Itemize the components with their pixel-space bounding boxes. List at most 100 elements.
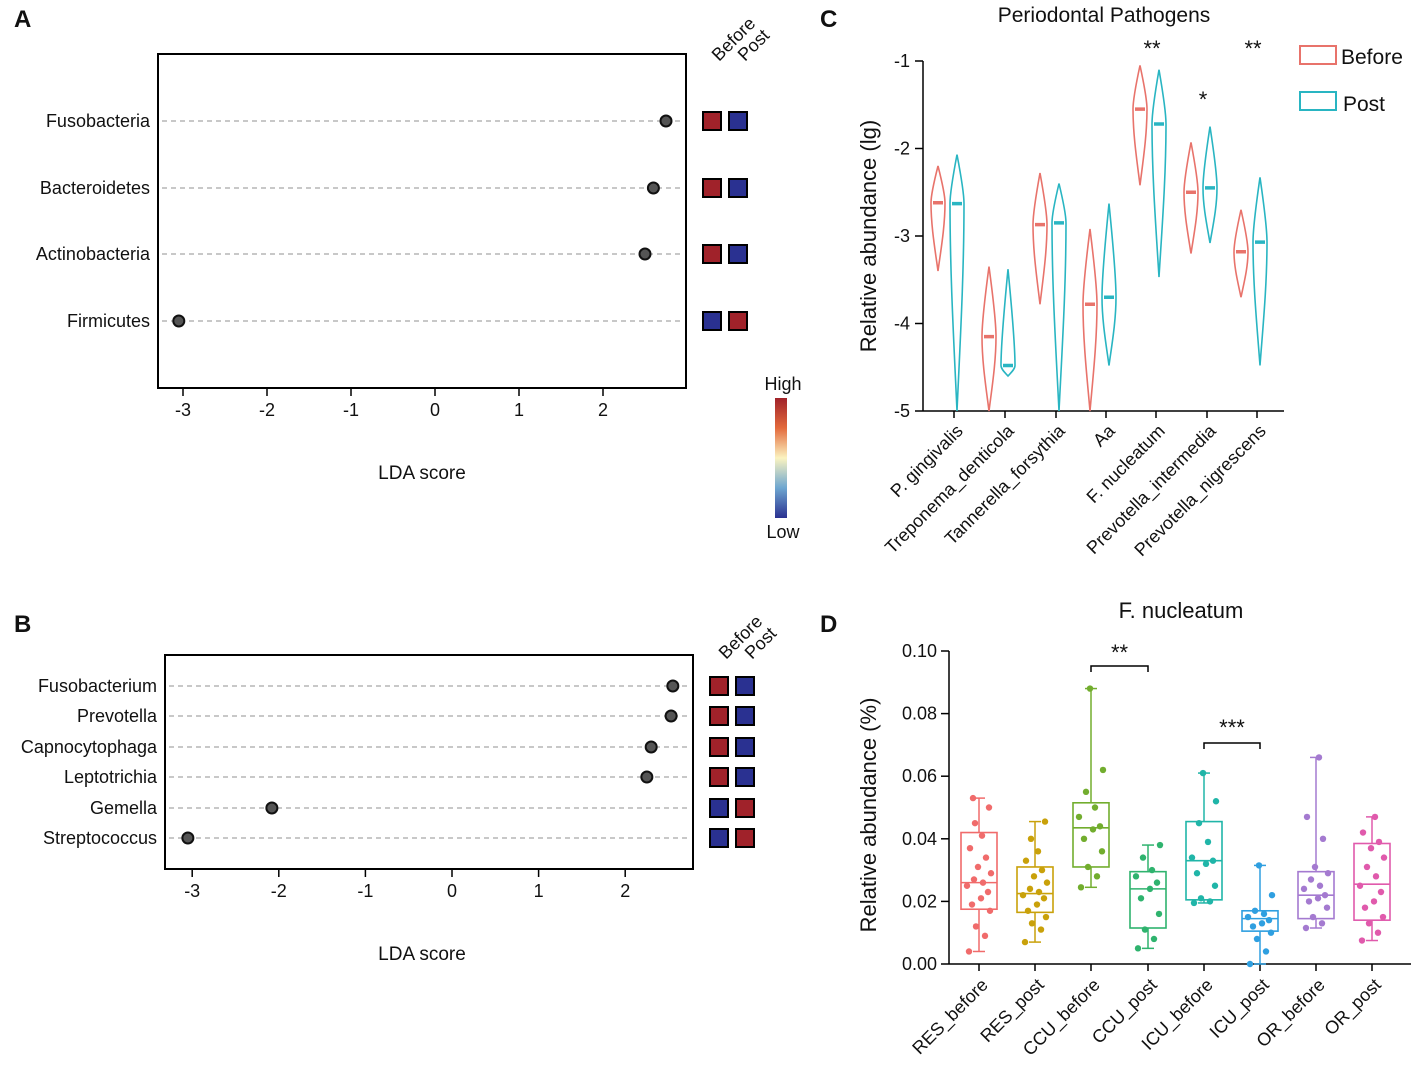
panelB-point-fusobacterium xyxy=(666,679,680,693)
panel-d-significance-icu-before: *** xyxy=(1219,715,1245,740)
panel-d-point-icu-before-11 xyxy=(1199,769,1207,777)
panel-d-point-res-post-6 xyxy=(1040,895,1048,902)
panel-c-title: Periodontal Pathogens xyxy=(998,4,1211,27)
panelB-xtick-label-2: 2 xyxy=(620,881,630,901)
panel-d-point-ccu-post-10 xyxy=(1156,841,1164,849)
panel-c-significance-prevotella-nigrescens: ** xyxy=(1244,36,1262,61)
panelB-label-capnocytophaga: Capnocytophaga xyxy=(21,737,158,757)
panel-d-point-res-post-9 xyxy=(1026,885,1034,893)
panel-d-point-or-post-10 xyxy=(1380,854,1388,861)
panelA-xtick-label-1: 1 xyxy=(514,400,524,420)
panel-c-violin-post-p-gingivalis xyxy=(949,154,965,412)
panel-d-point-res-before-14 xyxy=(978,832,986,839)
panelB-label-fusobacterium: Fusobacterium xyxy=(38,676,157,696)
panel-d-point-ccu-before-0 xyxy=(1077,884,1085,891)
panel-d-point-res-post-13 xyxy=(1022,857,1030,864)
panel-d-bracket-icu-before xyxy=(1203,742,1261,749)
legend-post-swatch xyxy=(1299,91,1337,111)
panel-d-point-icu-before-0 xyxy=(1190,899,1198,907)
panel-d-point-or-before-10 xyxy=(1324,870,1332,877)
panel-letter-c: C xyxy=(820,6,837,33)
panel-d-point-icu-before-9 xyxy=(1195,819,1203,827)
panel-c-violin-post-tannerella-forsythia xyxy=(1051,183,1067,412)
panelA-label-fusobacteria: Fusobacteria xyxy=(46,111,151,131)
colorbar-low-label: Low xyxy=(766,522,800,542)
panelB-point-leptotrichia xyxy=(640,770,654,784)
panel-d-point-ccu-before-2 xyxy=(1084,863,1092,871)
panel-c-ylabel: Relative abundance (lg) xyxy=(856,120,881,352)
panel-d-point-ccu-post-2 xyxy=(1141,926,1149,933)
panel-d-title: F. nucleatum xyxy=(1119,598,1244,623)
panel-d-point-or-before-4 xyxy=(1305,898,1313,905)
panel-d-point-res-before-4 xyxy=(968,901,976,908)
panel-d-point-res-before-9 xyxy=(970,876,978,883)
panel-d-point-icu-post-4 xyxy=(1249,923,1257,930)
panel-d-point-ccu-before-7 xyxy=(1075,813,1083,821)
panel-d-point-or-before-3 xyxy=(1323,904,1331,911)
panel-d-point-or-before-9 xyxy=(1307,876,1315,883)
panel-d-point-or-before-14 xyxy=(1315,754,1323,761)
panelB-heat-post-leptotrichia xyxy=(735,767,755,787)
panel-d-point-ccu-before-1 xyxy=(1093,873,1101,880)
panelB-xtick-label-1: 1 xyxy=(534,881,544,901)
legend-before-swatch xyxy=(1299,45,1337,65)
panel-d-point-ccu-before-10 xyxy=(1099,766,1107,774)
panelB-heat-post-streptococcus xyxy=(735,828,755,848)
panelA-heat-post-firmicutes xyxy=(728,311,748,331)
panel-d-point-or-post-4 xyxy=(1361,904,1369,911)
panel-d-significance-ccu-before: ** xyxy=(1111,640,1129,665)
panel-d-point-res-before-12 xyxy=(982,854,990,861)
panel-d-point-res-before-13 xyxy=(966,844,974,852)
colorbar-high-label: High xyxy=(764,374,801,394)
panel-c-violin-before-prevotella-nigrescens xyxy=(1233,209,1249,298)
panel-d-point-or-before-6 xyxy=(1321,891,1329,899)
panel-d-point-res-before-5 xyxy=(977,895,985,902)
abundance-colorbar: High Low xyxy=(764,374,801,542)
panelB-label-prevotella: Prevotella xyxy=(77,706,158,726)
panelA-heat-before-firmicutes xyxy=(702,311,722,331)
panel-c-significance-f-nucleatum: ** xyxy=(1143,36,1161,61)
panelA-heat-before-actinobacteria xyxy=(702,244,722,264)
panelB-xtick-label-2: -2 xyxy=(271,881,287,901)
panelA-label-bacteroidetes: Bacteroidetes xyxy=(40,178,150,198)
panel-b-frame xyxy=(164,654,694,870)
panel-d-point-res-before-3 xyxy=(986,907,994,914)
panel-d-point-or-post-3 xyxy=(1379,913,1387,921)
panel-d-ytick-label-0-08: 0.08 xyxy=(902,704,937,724)
panel-c-ytick-label-4: -4 xyxy=(894,314,910,334)
panelA-point-firmicutes xyxy=(172,314,186,328)
panel-c-violin-before-f-nucleatum xyxy=(1132,65,1148,186)
panel-d-point-res-post-15 xyxy=(1027,835,1035,842)
panel-d-point-icu-before-3 xyxy=(1211,882,1219,889)
panelA-point-fusobacteria xyxy=(659,114,673,128)
legend-before-label: Before xyxy=(1341,46,1403,69)
panel-d-point-or-post-12 xyxy=(1375,838,1383,846)
panel-d-point-or-before-5 xyxy=(1314,895,1322,902)
panel-d-point-res-before-17 xyxy=(969,794,977,802)
panel-b-xlabel: LDA score xyxy=(378,944,466,965)
panelB-heat-before-capnocytophaga xyxy=(709,737,729,757)
panel-d-point-ccu-post-1 xyxy=(1150,935,1158,943)
panel-d-point-res-post-14 xyxy=(1034,848,1042,855)
panel-d-point-res-post-4 xyxy=(1024,907,1032,914)
panel-d-ylabel: Relative abundance (%) xyxy=(856,698,881,933)
panel-c-ytick-label-3: -3 xyxy=(894,226,910,246)
panelA-heat-post-fusobacteria xyxy=(728,111,748,131)
panel-letter-a: A xyxy=(14,6,31,33)
panelA-xtick-label-3: -3 xyxy=(175,400,191,420)
panel-d-point-res-before-16 xyxy=(985,804,993,811)
panelB-heat-before-leptotrichia xyxy=(709,767,729,787)
panel-d-point-ccu-post-4 xyxy=(1137,895,1145,902)
panel-d-point-icu-post-6 xyxy=(1265,916,1273,924)
panel-d-point-res-before-11 xyxy=(974,863,982,871)
panel-d-point-icu-post-3 xyxy=(1267,929,1275,936)
panelB-xtick-label-1: -1 xyxy=(357,881,373,901)
panelA-point-actinobacteria xyxy=(638,247,652,261)
panelB-point-capnocytophaga xyxy=(644,740,658,754)
panel-d-bracket-ccu-before xyxy=(1090,665,1149,672)
panel-d-point-ccu-post-7 xyxy=(1132,873,1140,880)
panel-d-point-res-before-6 xyxy=(984,888,992,896)
panel-d-point-ccu-post-5 xyxy=(1146,885,1154,893)
panelA-heat-post-bacteroidetes xyxy=(728,178,748,198)
